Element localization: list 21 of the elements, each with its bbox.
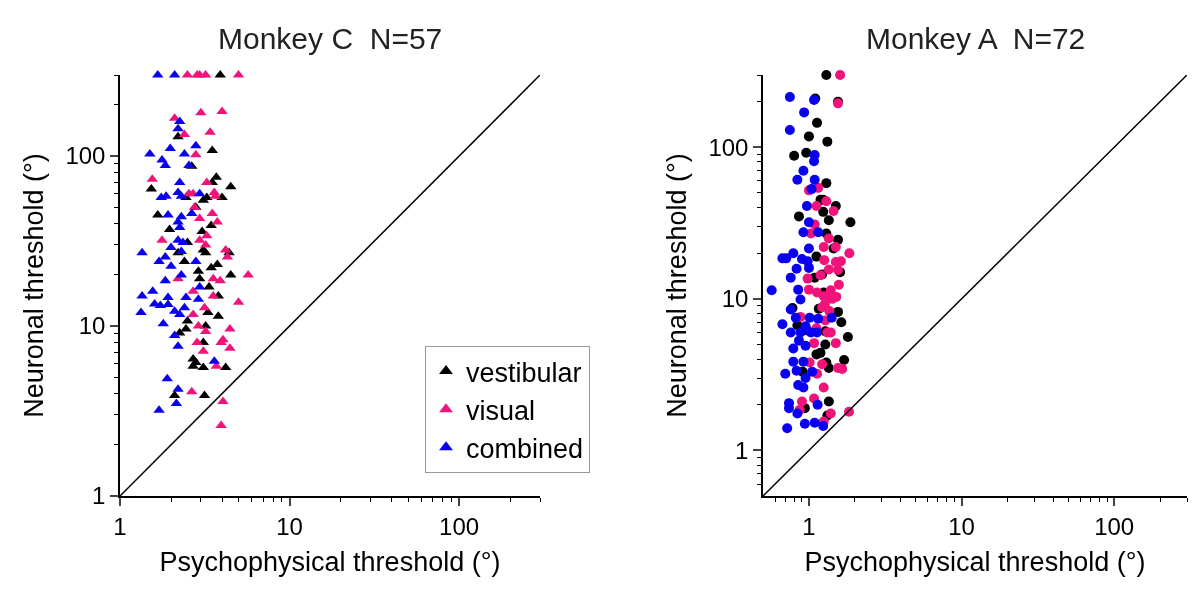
y-tick-label: 100 xyxy=(65,142,106,170)
y-axis-title: Neuronal threshold (°) xyxy=(18,153,49,418)
x-tick-label: 100 xyxy=(1094,512,1135,540)
chart-title: Monkey A N=72 xyxy=(866,22,1086,55)
y-axis-title: Neuronal threshold (°) xyxy=(661,153,692,418)
y-tick-label: 1 xyxy=(735,436,749,464)
x-axis-title: Psychophysical threshold (°) xyxy=(804,547,1146,578)
x-tick-label: 10 xyxy=(276,512,303,540)
x-tick-label: 10 xyxy=(948,512,975,540)
y-tick-label: 1 xyxy=(92,482,106,510)
y-tick-label: 10 xyxy=(721,285,749,313)
legend-label: visual xyxy=(466,395,536,426)
chart-title: Monkey C N=57 xyxy=(218,22,443,55)
y-tick-label: 10 xyxy=(78,312,106,340)
legend-label: vestibular xyxy=(466,357,582,388)
x-tick-label: 1 xyxy=(113,512,127,540)
legend-label: combined xyxy=(466,433,584,464)
y-tick-label: 100 xyxy=(708,133,749,161)
x-tick-label: 1 xyxy=(802,512,816,540)
x-axis-title: Psychophysical threshold (°) xyxy=(159,547,501,578)
x-tick-label: 100 xyxy=(439,512,480,540)
